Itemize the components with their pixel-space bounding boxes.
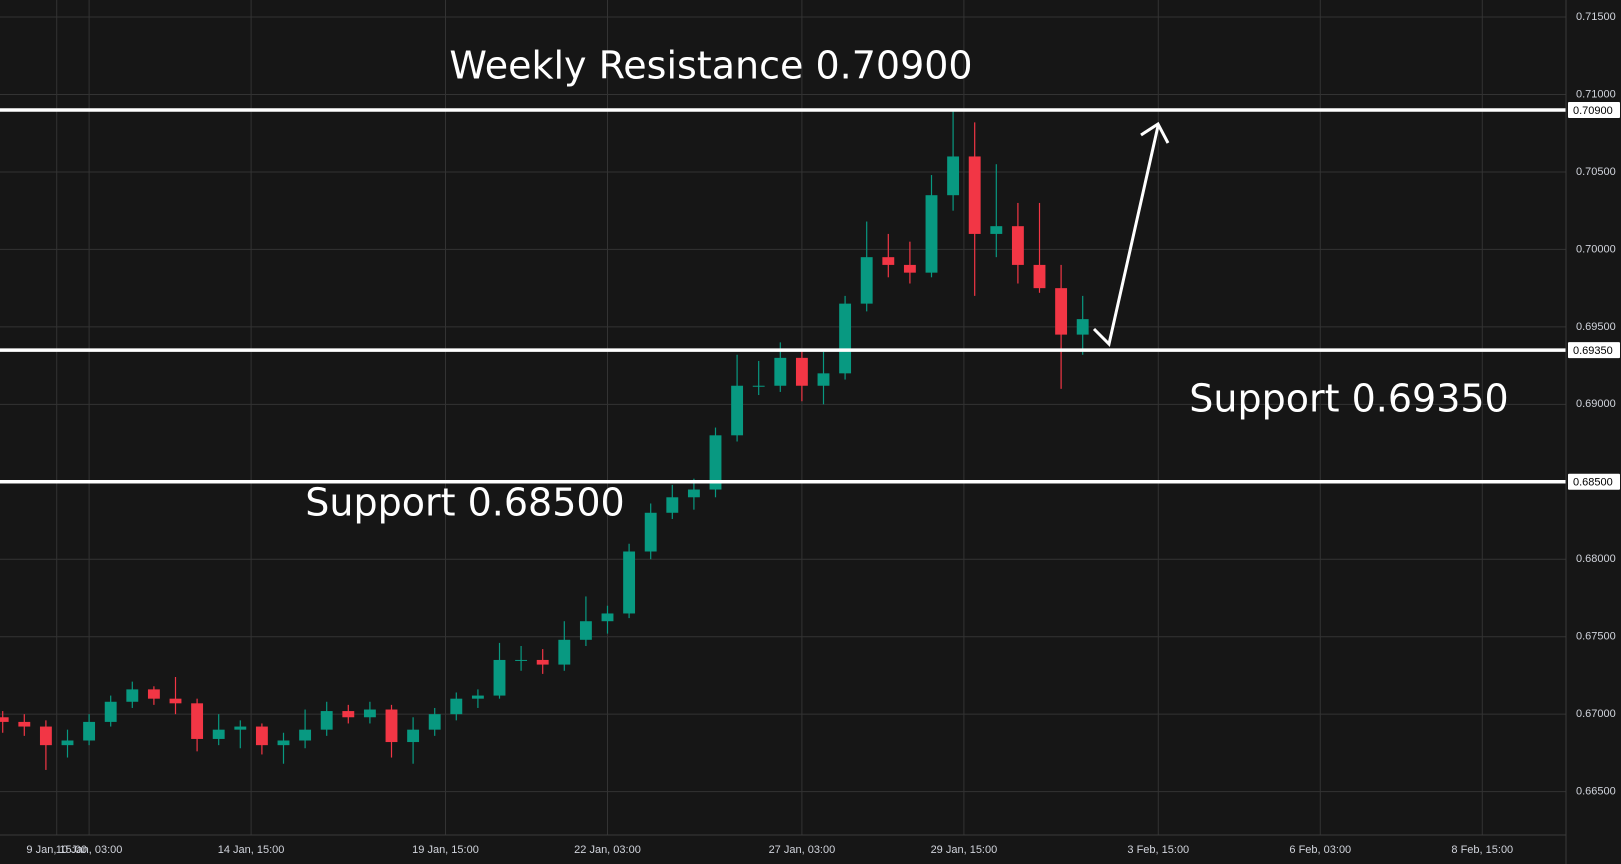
y-tick-label: 0.69500 <box>1576 321 1616 333</box>
candle-body <box>515 659 528 661</box>
candle-body <box>860 257 873 304</box>
candle-body <box>1076 319 1089 335</box>
annotation: Support 0.69350 <box>1189 377 1508 421</box>
candle-body <box>839 303 852 374</box>
candle-body <box>795 357 808 386</box>
axes: 0.66500 0.67000 0.67500 0.68000 0.68500 0.690… <box>26 11 1620 856</box>
arrow <box>1092 125 1160 347</box>
x-tick-label: 6 Feb, 03:00 <box>1289 844 1351 856</box>
levels <box>0 108 1566 484</box>
candle-body <box>212 729 225 739</box>
level-label: 0.68500 <box>1573 477 1613 489</box>
x-tick-label: 29 Jan, 15:00 <box>931 844 998 856</box>
candle-body <box>1011 226 1024 265</box>
x-tick-label: 27 Jan, 03:00 <box>769 844 836 856</box>
candle-body <box>83 721 96 741</box>
candle-body <box>687 489 700 498</box>
candle-body <box>61 740 74 746</box>
candle-body <box>752 385 765 387</box>
x-tick-label: 10 Jan, 03:00 <box>56 844 123 856</box>
candle-body <box>666 497 679 513</box>
candle-body <box>558 639 571 665</box>
x-tick-label: 9 Jan, 15:00 <box>26 844 87 856</box>
candle-body <box>903 264 916 273</box>
candle-body <box>428 714 441 730</box>
candle-body <box>774 357 787 386</box>
candle-body <box>342 711 355 718</box>
candle-body <box>18 721 31 727</box>
candle-body <box>385 709 398 743</box>
candle-body <box>493 659 506 696</box>
annotation: Weekly Resistance 0.70900 <box>449 44 972 88</box>
candle-body <box>191 703 204 739</box>
x-tick-label: 3 Feb, 15:00 <box>1127 844 1189 856</box>
candle-body <box>255 726 268 746</box>
candle-body <box>817 373 830 386</box>
y-tick-label: 0.71500 <box>1576 11 1616 23</box>
x-tick-label: 8 Feb, 15:00 <box>1451 844 1513 856</box>
level-label: 0.70900 <box>1573 105 1613 117</box>
candle-body <box>234 726 247 730</box>
candle-body <box>644 512 657 552</box>
candle-body <box>925 195 938 273</box>
candle-body <box>709 435 722 490</box>
candle-body <box>147 689 160 699</box>
candle-body <box>363 709 376 718</box>
y-tick-label: 0.70500 <box>1576 166 1616 178</box>
candle-body <box>277 740 290 746</box>
candle-body <box>731 385 744 436</box>
candle-body <box>471 695 484 699</box>
y-tick-label: 0.67000 <box>1576 708 1616 720</box>
candle-body <box>450 698 463 715</box>
candle-body <box>579 621 592 640</box>
candle-body <box>623 551 636 614</box>
level-label: 0.69350 <box>1573 345 1613 357</box>
y-tick-label: 0.69000 <box>1576 398 1616 410</box>
candle-body <box>882 257 895 265</box>
candle-body <box>990 226 1003 234</box>
x-tick-label: 22 Jan, 03:00 <box>574 844 641 856</box>
level-badge <box>1568 342 1620 359</box>
candle-body <box>320 711 333 730</box>
y-tick-label: 0.68000 <box>1576 553 1616 565</box>
level-badge <box>1568 473 1620 490</box>
level-badge <box>1568 101 1620 118</box>
candle-body <box>601 613 614 622</box>
y-tick-label: 0.70000 <box>1576 243 1616 255</box>
candle-body <box>169 698 182 704</box>
x-tick-label: 14 Jan, 15:00 <box>218 844 285 856</box>
candle-body <box>104 701 117 722</box>
candles <box>0 109 1089 770</box>
arrow-head <box>1140 121 1170 144</box>
candle-body <box>1033 264 1046 289</box>
candle-body <box>1055 288 1068 335</box>
y-tick-label: 0.67500 <box>1576 631 1616 643</box>
x-tick-label: 19 Jan, 15:00 <box>412 844 479 856</box>
candle-body <box>126 689 139 702</box>
candle-body <box>0 717 9 722</box>
candle-body <box>968 156 981 234</box>
candle-body <box>947 156 960 196</box>
candle-body <box>39 726 52 746</box>
candle-body <box>299 729 312 741</box>
y-tick-label: 0.71000 <box>1576 88 1616 100</box>
candle-body <box>536 659 549 665</box>
candle-body <box>407 729 420 743</box>
annotation: Support 0.68500 <box>305 481 624 525</box>
y-tick-label: 0.66500 <box>1576 786 1616 798</box>
